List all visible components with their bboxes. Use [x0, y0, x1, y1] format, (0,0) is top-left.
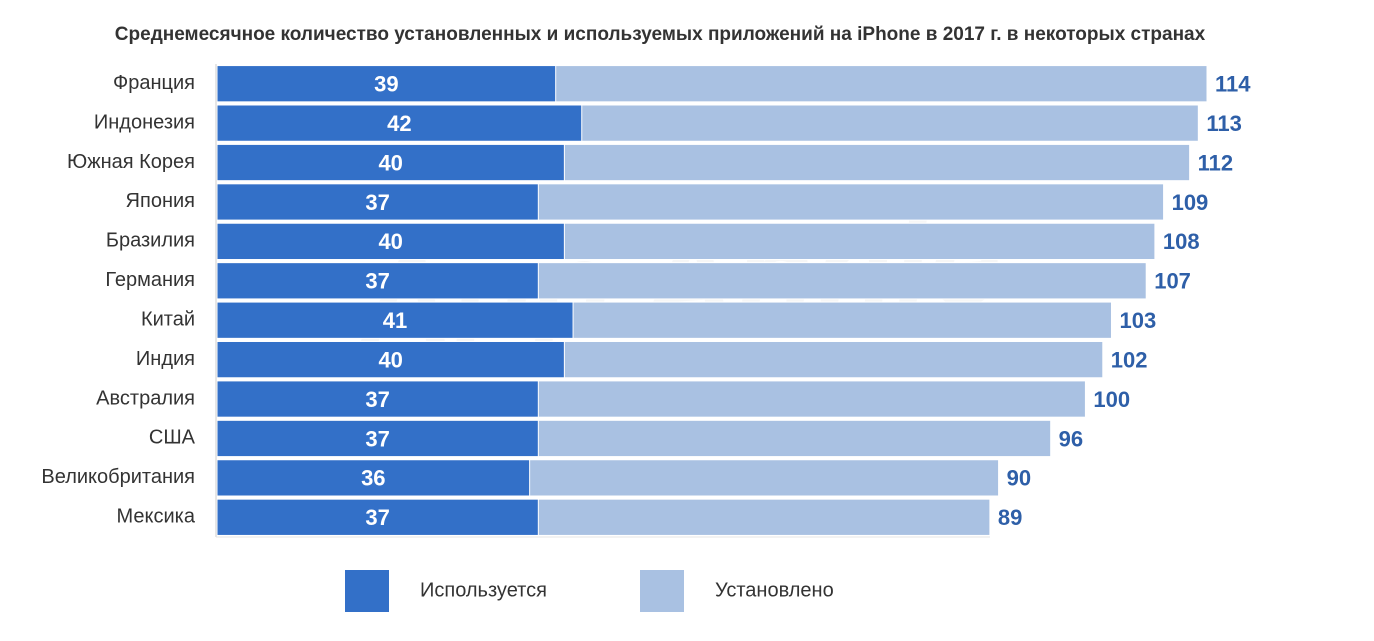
y-tick-label: Япония	[126, 190, 195, 212]
value-label: 37	[365, 426, 389, 451]
bar	[216, 104, 583, 142]
value-label: 37	[365, 190, 389, 215]
y-tick-label: Германия	[105, 269, 195, 291]
y-tick-label: Франция	[113, 72, 195, 94]
y-tick-label: Бразилия	[106, 230, 195, 252]
value-label: 113	[1206, 111, 1242, 136]
y-tick-label: Мексика	[117, 506, 196, 528]
bar	[216, 183, 539, 221]
value-label: 39	[374, 72, 398, 97]
y-tick-label: Южная Корея	[67, 151, 195, 173]
bar	[216, 419, 539, 458]
value-label: 109	[1172, 190, 1209, 215]
value-label: 42	[387, 111, 411, 136]
y-tick-label: Великобритания	[41, 466, 195, 488]
bar	[216, 262, 539, 300]
bar	[216, 459, 531, 497]
bar	[216, 380, 539, 418]
value-label: 40	[378, 347, 402, 372]
value-label: 36	[361, 466, 385, 491]
value-label: 112	[1198, 150, 1234, 175]
value-label: 37	[365, 505, 389, 530]
value-label: 37	[365, 269, 389, 294]
y-tick-label: США	[149, 427, 196, 449]
value-label: 103	[1119, 308, 1156, 333]
legend-swatch	[345, 570, 389, 612]
value-label: 96	[1059, 426, 1083, 451]
value-label: 100	[1093, 387, 1130, 412]
value-label: 37	[365, 387, 389, 412]
chart-title: Среднемесячное количество установленных …	[115, 24, 1206, 45]
value-label: 41	[383, 308, 407, 333]
value-label: 108	[1163, 229, 1200, 254]
legend-label: Установлено	[715, 579, 834, 601]
y-tick-label: Индия	[136, 348, 195, 370]
bar	[216, 143, 565, 182]
value-label: 89	[998, 505, 1022, 530]
value-label: 114	[1215, 72, 1251, 97]
legend-label: Используется	[420, 579, 547, 601]
y-tick-label: Индонезия	[94, 111, 195, 133]
y-tick-label: Китай	[141, 308, 195, 330]
bar	[216, 340, 565, 379]
value-label: 102	[1111, 347, 1148, 372]
value-label: 40	[378, 150, 402, 175]
y-tick-label: Австралия	[96, 387, 195, 409]
bar	[216, 301, 574, 339]
value-label: 90	[1007, 466, 1031, 491]
bar	[216, 498, 539, 536]
value-label: 107	[1154, 269, 1191, 294]
bar	[216, 65, 557, 103]
legend-swatch	[640, 570, 684, 612]
value-label: 40	[378, 229, 402, 254]
bar	[216, 222, 565, 261]
